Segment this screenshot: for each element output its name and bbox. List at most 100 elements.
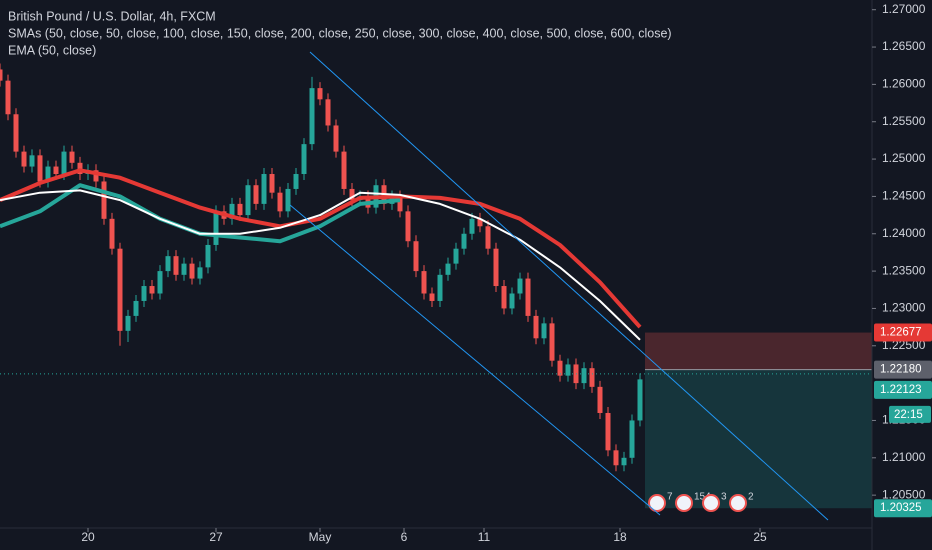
stop-zone [645,332,872,370]
candle-body [189,263,195,279]
x-tick-label: 27 [209,530,223,544]
candle-body [53,166,59,175]
candle-body [637,379,643,421]
event-count: 7 [667,492,673,503]
candle-body [181,263,187,275]
moving-average [0,168,642,329]
x-tick-label: 18 [613,530,627,544]
y-tick-label: 1.23500 [882,263,926,277]
candle-body [117,248,123,331]
event-count: 154 [694,492,711,503]
y-tick-label: 1.25000 [882,151,926,165]
candle-body [421,271,427,294]
candle-body [341,151,347,189]
candle-body [453,248,459,264]
indicator-ema: EMA (50, close) [8,43,96,57]
candle-body [13,114,19,152]
candle-body [93,170,99,182]
candle-body [501,286,507,309]
candle-body [581,368,587,384]
candle-body [125,315,131,331]
candle-body [61,151,67,175]
indicator-sma: SMAs (50, close, 50, close, 100, close, … [8,26,672,40]
candle-body [269,174,275,193]
candle-body [549,323,555,361]
candle-body [29,155,35,167]
candle-body [309,88,315,145]
y-tick-label: 1.24500 [882,189,926,203]
chart-title: British Pound / U.S. Dollar, 4h, FXCM [8,9,216,23]
axes: 1.27000 1.26500 1.26000 1.25500 1.25000 1.245… [81,2,932,544]
candle-body [37,155,43,182]
candle-body [629,420,635,458]
event-marker [702,494,720,512]
candle-body [173,256,179,275]
candle-body [437,274,443,301]
plot-area: 7 154 3 2 [0,63,872,512]
last-price-label-bg [874,380,932,399]
candle-body [165,256,171,272]
event-count: 3 [721,492,727,503]
candle-body [565,364,571,376]
event-count: 2 [748,492,754,503]
candle-body [445,263,451,275]
moving-average [0,189,641,341]
candle-body [597,386,603,413]
candle-body [197,267,203,279]
channel-upper [309,51,829,521]
countdown: 22:15 [894,409,923,421]
y-tick-label: 1.23000 [882,301,926,315]
candle-body [349,188,355,201]
candle-body [253,185,259,204]
candle-body [141,286,147,301]
entry-label-bg [874,360,932,379]
candle-body [45,166,51,182]
y-tick-label: 1.25500 [882,114,926,128]
candle-body [133,300,139,316]
event-marker [729,494,747,512]
candle-body [605,412,611,451]
candle-body [69,151,75,163]
candle-body [525,278,531,316]
candle-body [213,211,219,245]
candle-body [485,226,491,249]
x-tick-label: 20 [81,530,95,544]
target-zone [645,369,872,509]
candle-body [245,185,251,216]
candle-body [157,271,163,294]
candle-body [261,174,267,204]
candle-body [477,218,483,227]
y-tick-label: 1.26500 [882,39,926,53]
candle-body [461,233,467,249]
candle-body [317,88,323,100]
candle-body [301,144,307,175]
candle-body [541,323,547,339]
y-tick-label: 1.27000 [882,2,926,16]
y-tick-label: 1.24000 [882,226,926,240]
y-tick-label: 1.26000 [882,77,926,91]
x-tick-label: 11 [478,530,491,544]
x-tick-label: 25 [753,530,767,544]
candle-body [109,218,115,249]
x-tick-label: 6 [401,530,408,544]
candle-body [325,99,331,126]
target-label: 1.20325 [880,502,922,514]
candle-body [5,80,11,115]
candle-body [237,203,243,216]
event-marker [675,494,693,512]
candle-body [149,286,155,294]
candle-body [533,315,539,339]
candle-body [277,192,283,212]
candle-body [589,368,595,387]
candle-body [557,360,563,376]
last-price-label: 1.22123 [880,384,922,396]
y-tick-label: 1.21000 [882,450,926,464]
candle-body [493,248,499,287]
target-label-bg [874,499,932,518]
candle-body [405,211,411,242]
candle-body [0,69,3,81]
candle-body [469,218,475,234]
candle-body [101,181,107,219]
